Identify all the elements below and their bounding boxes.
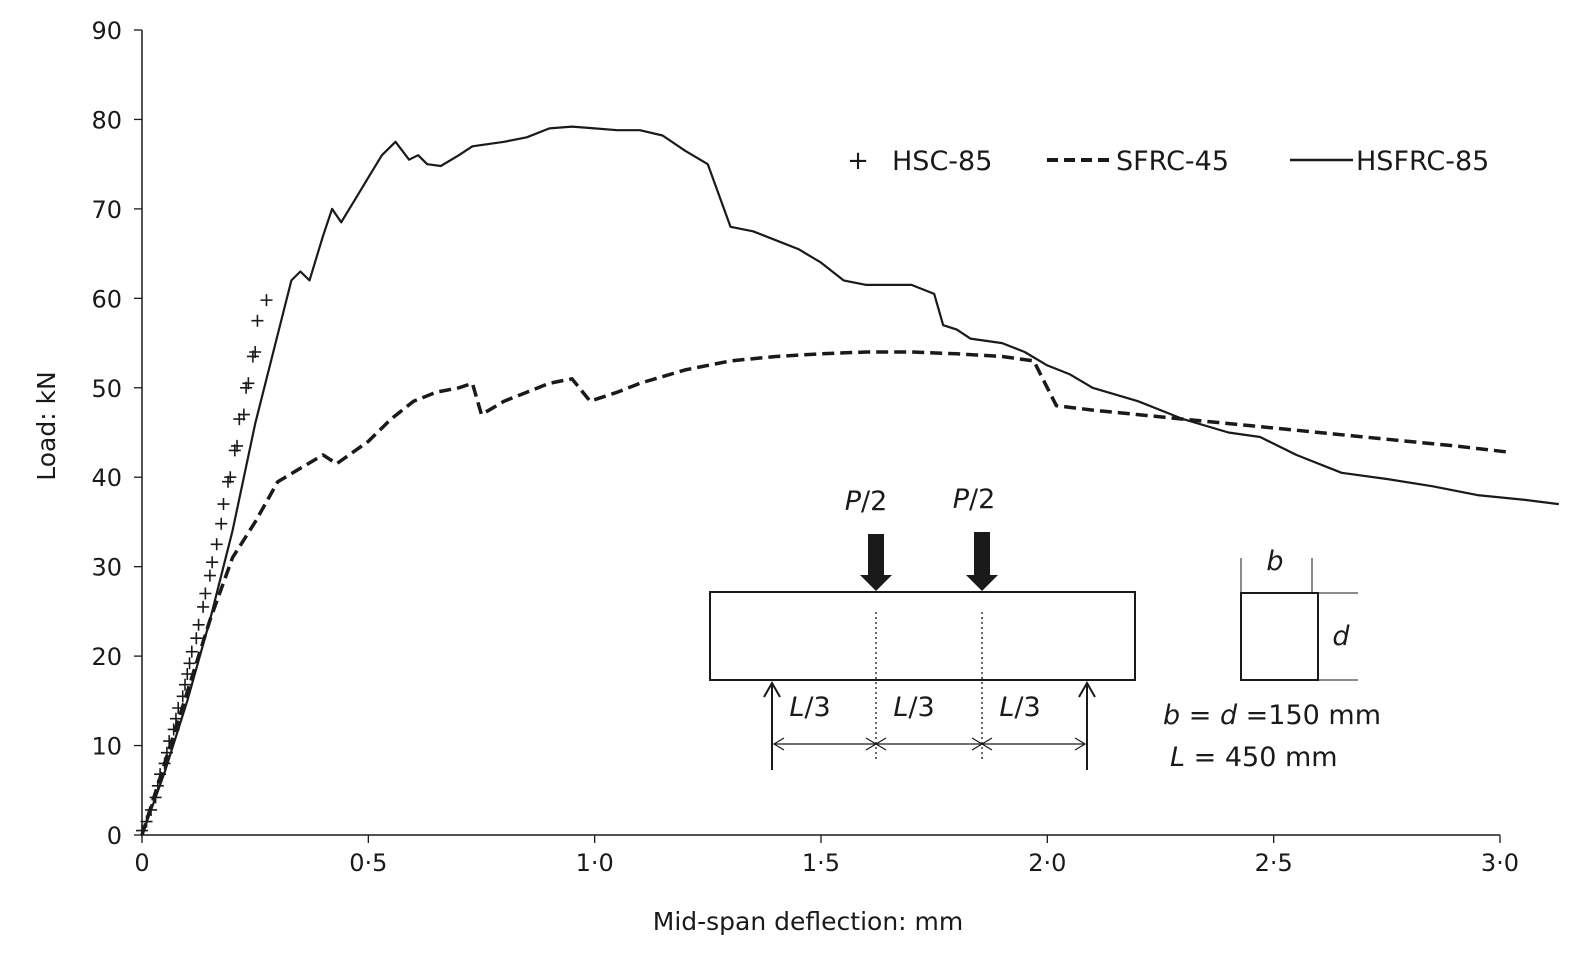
- dim-b-symbol: b: [1163, 700, 1180, 731]
- load-label-2: P/2: [953, 484, 996, 515]
- section-d-label: d: [1332, 621, 1350, 652]
- support-right-arrowhead: [1078, 680, 1096, 698]
- legend-label-sfrc-45: SFRC-45: [1116, 146, 1229, 177]
- dim-bd-value: =150 mm: [1237, 700, 1381, 731]
- data-point: [215, 517, 228, 530]
- legend-marker-hsc-85: +: [847, 146, 869, 176]
- data-point: [217, 498, 230, 511]
- span-label-1-symbol: L: [789, 692, 804, 723]
- data-point: [197, 600, 210, 613]
- y-tick-label: 30: [91, 554, 122, 582]
- test-setup-diagram: P/2 P/2 L/3 L/3 L/3 b d b = d =150 mm L …: [709, 484, 1381, 773]
- legend-label-hsfrc-85: HSFRC-85: [1356, 146, 1489, 177]
- y-tick-label: 20: [91, 643, 122, 671]
- data-point: [185, 645, 198, 658]
- span-label-3-fraction: /3: [1014, 692, 1040, 723]
- load-label-2-symbol: P: [953, 484, 970, 515]
- span-label-1: L/3: [789, 692, 830, 723]
- x-tick-label: 0·5: [349, 849, 387, 877]
- data-point: [192, 618, 205, 631]
- data-point: [206, 556, 219, 569]
- span-label-1-fraction: /3: [804, 692, 830, 723]
- beam-elevation: [709, 591, 1136, 681]
- data-point: [251, 314, 264, 327]
- span-label-2-fraction: /3: [908, 692, 934, 723]
- load-label-1: P/2: [845, 486, 888, 517]
- load-label-1-fraction: /2: [861, 486, 887, 517]
- x-tick-label: 0: [134, 849, 149, 877]
- series-line-sfrc-45: [140, 350, 1510, 836]
- data-point: [260, 294, 273, 307]
- data-point: [183, 657, 196, 670]
- load-label-1-symbol: P: [845, 486, 862, 517]
- data-point: [190, 632, 203, 645]
- dim-L-symbol: L: [1170, 742, 1185, 773]
- data-point: [203, 569, 216, 582]
- span-dimension-ticks: [772, 737, 1087, 751]
- dimension-text-2: L = 450 mm: [1170, 742, 1338, 773]
- y-tick-label: 40: [91, 464, 122, 492]
- x-tick-label: 2·5: [1255, 849, 1293, 877]
- y-tick-label: 60: [91, 285, 122, 313]
- y-tick-label: 0: [107, 822, 122, 850]
- load-arrow-2: [966, 532, 998, 591]
- data-point: [237, 408, 250, 421]
- y-tick-label: 90: [91, 17, 122, 45]
- y-tick-label: 80: [91, 106, 122, 134]
- data-point: [179, 678, 192, 691]
- x-tick-label: 1·5: [802, 849, 840, 877]
- y-axis-title: Load: kN: [32, 371, 61, 481]
- dim-L-value: = 450 mm: [1185, 742, 1338, 773]
- series-hsc-85: [136, 294, 273, 837]
- cross-section: [1240, 592, 1319, 681]
- load-label-2-fraction: /2: [969, 484, 995, 515]
- data-point: [242, 377, 255, 390]
- y-tick-label: 10: [91, 733, 122, 761]
- data-point: [249, 346, 262, 358]
- load-arrow-1: [860, 534, 892, 591]
- dim-eq: =: [1180, 700, 1220, 731]
- span-label-3: L/3: [999, 692, 1040, 723]
- x-tick-label: 2·0: [1028, 849, 1066, 877]
- axes: [134, 29, 1501, 843]
- tick-labels: 0 10 20 30 40 50 60 70 80 90 0 0·5 1·0 1·5 2·0 2·5 3·0: [91, 17, 1519, 877]
- span-label-2-symbol: L: [893, 692, 908, 723]
- section-b-label: b: [1266, 546, 1283, 577]
- data-point: [231, 439, 244, 452]
- y-tick-label: 70: [91, 196, 122, 224]
- data-point: [199, 587, 212, 600]
- dim-d-symbol: d: [1220, 700, 1238, 731]
- span-label-2: L/3: [893, 692, 934, 723]
- legend: + HSC-85 SFRC-45 HSFRC-85: [847, 146, 1489, 177]
- y-tick-label: 50: [91, 375, 122, 403]
- series-line-hsfrc-85: [140, 125, 1559, 836]
- x-tick-label: 3·0: [1481, 849, 1519, 877]
- data-point: [210, 538, 223, 551]
- x-axis-title: Mid-span deflection: mm: [653, 907, 964, 936]
- data-point: [224, 471, 237, 484]
- legend-label-hsc-85: HSC-85: [892, 146, 992, 177]
- dimension-text-1: b = d =150 mm: [1163, 700, 1381, 731]
- span-label-3-symbol: L: [999, 692, 1014, 723]
- x-tick-label: 1·0: [576, 849, 614, 877]
- support-left-arrowhead: [763, 680, 781, 698]
- series-layer: [136, 125, 1559, 837]
